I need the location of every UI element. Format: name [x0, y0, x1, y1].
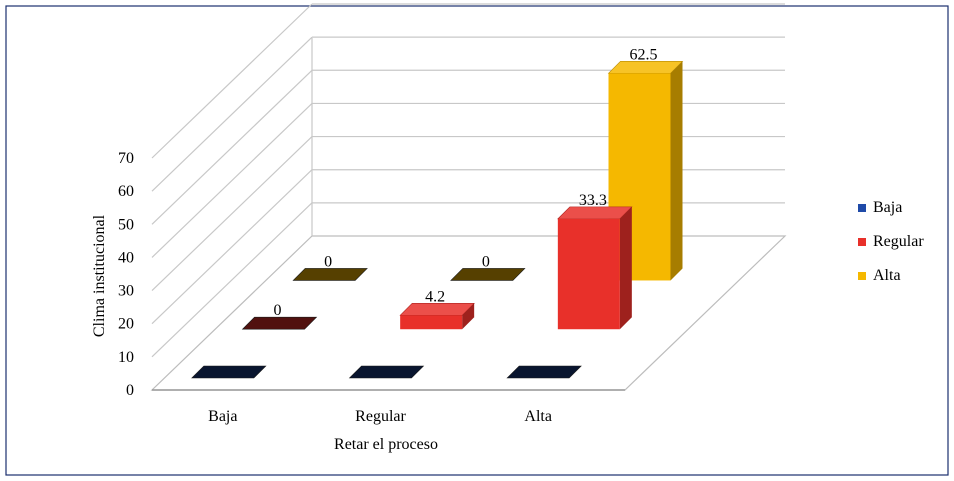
bar-alta-baja — [292, 268, 368, 281]
side-wall-grid — [151, 3, 313, 358]
bar-top — [241, 316, 318, 330]
x-tick-label: Baja — [208, 408, 237, 425]
y-tick-label: 10 — [118, 349, 134, 366]
x-axis-ticks: Baja Regular Alta — [208, 408, 552, 425]
bar-front — [400, 315, 463, 330]
bar-regular-regular — [399, 303, 475, 330]
bar-alta-regular — [450, 268, 526, 281]
data-label: 0 — [324, 253, 332, 270]
data-label: 0 — [482, 253, 490, 270]
legend-label: Alta — [873, 267, 901, 284]
bar-baja-baja — [191, 365, 267, 379]
bar-regular-alta — [557, 206, 633, 330]
y-axis-ticks: 0 10 20 30 40 50 60 70 — [118, 150, 134, 399]
data-label: 0 — [274, 302, 282, 319]
side-grid-line — [151, 3, 313, 159]
bars — [191, 61, 684, 379]
bar-regular-baja — [241, 316, 318, 330]
data-labels: 0 0 62.5 0 4.2 33.3 — [274, 46, 658, 319]
bar-side — [462, 303, 475, 330]
bar-baja-regular — [348, 365, 425, 379]
y-tick-label: 40 — [118, 249, 134, 266]
y-axis-title: Clima institucional — [91, 214, 108, 337]
x-tick-label: Regular — [355, 408, 406, 425]
y-tick-label: 50 — [118, 216, 134, 233]
side-grid-line — [151, 36, 313, 192]
y-tick-label: 60 — [118, 183, 134, 200]
bar-top — [348, 365, 425, 379]
legend-swatch — [858, 204, 866, 212]
legend-swatch — [858, 272, 866, 280]
legend: Baja Regular Alta — [858, 199, 924, 284]
back-wall-grid — [150, 3, 787, 391]
x-tick-label: Alta — [524, 408, 552, 425]
side-grid-line — [151, 69, 313, 225]
data-label: 4.2 — [425, 288, 445, 305]
legend-label: Baja — [873, 199, 902, 216]
y-tick-label: 0 — [126, 382, 134, 399]
data-label: 62.5 — [630, 46, 658, 63]
data-label: 33.3 — [579, 192, 607, 209]
legend-label: Regular — [873, 233, 924, 250]
side-grid-line — [151, 102, 313, 258]
bar-top — [191, 365, 267, 379]
side-grid-line — [151, 136, 313, 292]
bar-baja-alta — [506, 365, 582, 379]
y-tick-label: 20 — [118, 316, 134, 333]
bar-front — [557, 218, 620, 330]
side-grid-line — [151, 169, 313, 325]
legend-swatch — [858, 238, 866, 246]
y-tick-label: 30 — [118, 283, 134, 300]
bar-side — [670, 61, 683, 281]
y-tick-label: 70 — [118, 150, 134, 167]
bar-top — [450, 268, 526, 281]
bar-top — [506, 365, 582, 379]
side-grid-line — [151, 202, 313, 358]
x-axis-title: Retar el proceso — [334, 436, 438, 453]
bar-top — [292, 268, 368, 281]
bar-side — [619, 206, 632, 330]
